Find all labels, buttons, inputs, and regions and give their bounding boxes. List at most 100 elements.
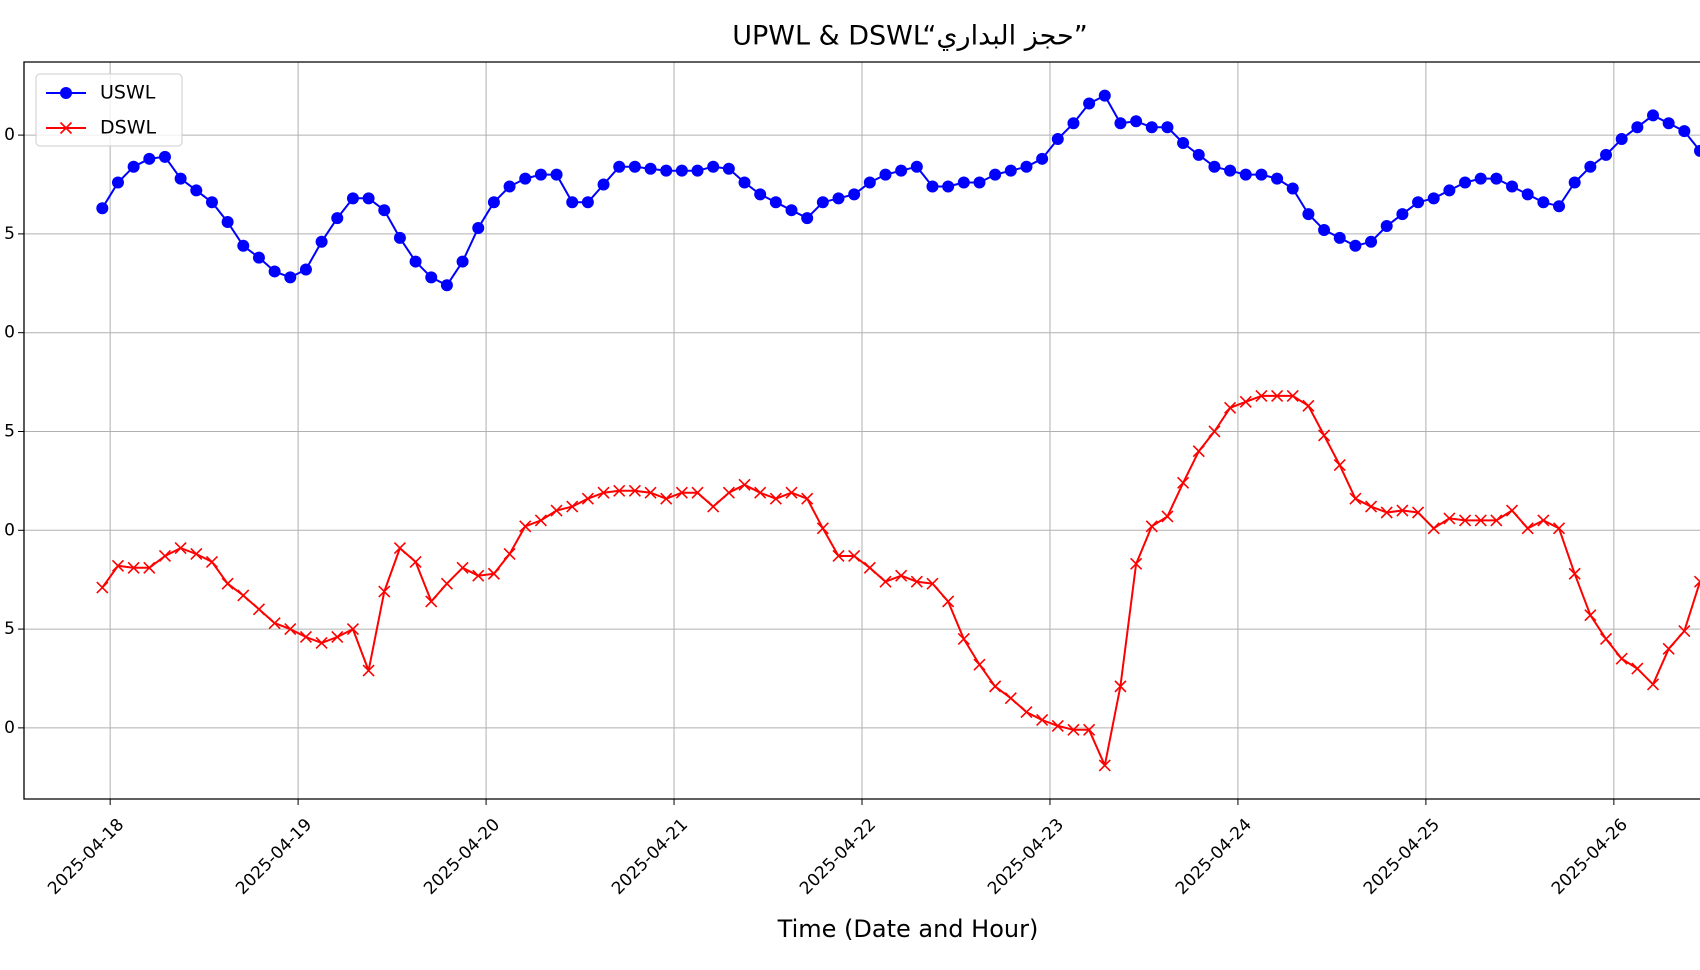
marker [942,180,955,193]
marker [1474,514,1487,527]
marker [754,188,767,201]
marker [1568,176,1581,189]
marker [1333,459,1346,472]
marker [252,603,266,616]
marker [284,623,297,636]
marker [628,484,641,497]
marker [1098,89,1111,102]
marker [1615,652,1628,665]
marker [1599,632,1613,646]
marker [801,212,814,225]
marker [1396,504,1409,517]
marker [315,636,328,649]
marker [566,500,579,513]
marker [675,486,688,499]
marker [472,569,485,582]
marker [96,202,109,215]
marker [1161,510,1174,523]
marker [1646,678,1660,691]
marker [1349,492,1362,505]
marker [973,176,986,189]
marker [1239,168,1252,181]
marker [534,514,547,527]
marker [1302,208,1315,221]
marker [299,263,312,276]
marker [487,196,500,209]
marker [1114,680,1127,693]
marker [1584,609,1597,622]
marker [895,569,908,582]
marker [1365,500,1378,513]
marker [519,520,532,533]
marker [331,212,344,225]
marker [237,589,250,602]
marker [111,176,124,189]
marker [1051,133,1064,146]
marker [644,162,657,175]
marker [1145,121,1158,134]
marker [299,630,313,644]
marker [158,549,172,563]
marker [722,162,735,175]
marker [738,478,751,491]
marker [1678,624,1691,638]
marker [1349,239,1362,252]
marker [378,204,391,217]
marker [111,559,125,572]
marker [59,121,73,135]
marker [1647,109,1660,122]
marker [926,180,939,193]
axis-frame [23,61,1700,800]
marker [581,196,594,209]
marker [1584,160,1597,173]
marker [519,172,532,185]
marker [1083,723,1096,736]
marker [393,541,406,555]
marker [1255,389,1268,402]
marker [675,164,688,177]
marker [769,492,782,505]
marker [957,176,970,189]
y-tick-label: 5 [4,224,15,244]
marker [1412,196,1425,209]
marker [409,255,422,268]
marker [425,595,438,608]
marker [1020,705,1033,719]
marker [1521,522,1534,535]
marker [707,160,720,173]
marker [989,168,1002,181]
marker [910,575,923,588]
marker [96,581,109,594]
y-tick-label: 0 [4,718,15,738]
marker [1600,148,1613,161]
marker [143,561,156,574]
marker [378,585,391,598]
marker [1506,180,1519,193]
marker [190,547,203,561]
marker [1036,713,1049,727]
marker [1067,117,1080,130]
marker [393,231,406,244]
marker [503,547,516,561]
marker [1380,506,1393,519]
marker [660,164,673,177]
marker [362,192,375,205]
marker [503,180,516,193]
marker [143,152,156,165]
marker [1255,168,1268,181]
marker [769,196,782,209]
marker [1521,188,1534,201]
marker [1458,514,1472,527]
marker [848,549,861,563]
legend-label: DSWL [100,117,156,139]
marker [1443,184,1456,197]
marker [1098,759,1111,772]
marker [1459,176,1472,189]
marker [346,623,360,636]
marker [362,664,375,677]
marker [863,561,876,574]
marker [1020,160,1033,173]
y-tick-label: 5 [4,421,15,441]
marker [237,239,250,252]
